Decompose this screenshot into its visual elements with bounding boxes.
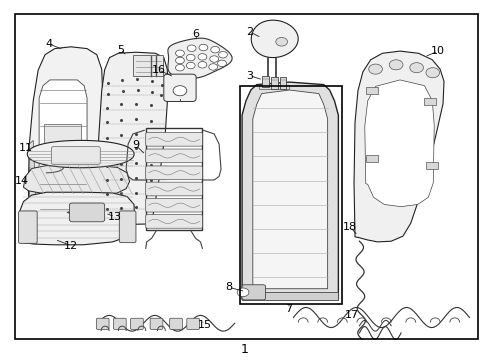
Polygon shape bbox=[39, 80, 87, 221]
Circle shape bbox=[218, 51, 227, 58]
Text: 3: 3 bbox=[245, 71, 252, 81]
Circle shape bbox=[186, 62, 195, 69]
Polygon shape bbox=[252, 90, 327, 289]
FancyBboxPatch shape bbox=[242, 285, 265, 300]
Bar bbox=[239, 86, 342, 304]
Text: 18: 18 bbox=[343, 222, 356, 232]
FancyBboxPatch shape bbox=[113, 318, 126, 329]
Text: 4: 4 bbox=[45, 39, 52, 49]
Circle shape bbox=[217, 60, 226, 67]
Polygon shape bbox=[251, 20, 298, 58]
Polygon shape bbox=[167, 38, 232, 78]
Text: 9: 9 bbox=[132, 140, 139, 150]
Circle shape bbox=[187, 45, 196, 51]
Circle shape bbox=[186, 54, 195, 61]
Bar bbox=[365, 87, 377, 94]
FancyBboxPatch shape bbox=[169, 318, 182, 329]
FancyBboxPatch shape bbox=[51, 147, 100, 165]
Bar bbox=[279, 77, 285, 89]
FancyBboxPatch shape bbox=[186, 318, 199, 329]
Text: 7: 7 bbox=[285, 304, 291, 314]
Bar bbox=[262, 76, 268, 87]
FancyBboxPatch shape bbox=[69, 203, 104, 222]
FancyBboxPatch shape bbox=[145, 215, 202, 228]
Text: 6: 6 bbox=[192, 29, 199, 39]
Text: 5: 5 bbox=[117, 45, 123, 55]
Polygon shape bbox=[242, 82, 338, 300]
Bar bbox=[365, 155, 377, 162]
Circle shape bbox=[175, 57, 184, 64]
Text: 13: 13 bbox=[108, 212, 122, 222]
Circle shape bbox=[198, 54, 206, 60]
FancyBboxPatch shape bbox=[19, 211, 37, 243]
Circle shape bbox=[198, 62, 206, 68]
FancyBboxPatch shape bbox=[163, 74, 196, 102]
Bar bbox=[271, 77, 277, 89]
FancyBboxPatch shape bbox=[145, 132, 202, 146]
Circle shape bbox=[368, 64, 382, 74]
Bar bbox=[145, 128, 202, 230]
Bar bbox=[424, 98, 435, 105]
Text: 11: 11 bbox=[19, 143, 32, 153]
Polygon shape bbox=[23, 166, 129, 195]
FancyBboxPatch shape bbox=[145, 149, 202, 163]
Text: 10: 10 bbox=[430, 46, 444, 56]
Text: 17: 17 bbox=[345, 310, 358, 320]
Circle shape bbox=[210, 46, 219, 53]
Polygon shape bbox=[44, 124, 81, 158]
Text: 1: 1 bbox=[240, 343, 248, 356]
Circle shape bbox=[409, 63, 423, 73]
Text: 12: 12 bbox=[64, 240, 78, 251]
Text: 8: 8 bbox=[225, 282, 232, 292]
Circle shape bbox=[175, 50, 184, 57]
Text: 14: 14 bbox=[15, 176, 28, 186]
Polygon shape bbox=[27, 140, 134, 168]
Circle shape bbox=[425, 68, 439, 78]
Circle shape bbox=[199, 44, 207, 51]
Polygon shape bbox=[28, 47, 102, 228]
Circle shape bbox=[388, 60, 402, 70]
Bar bbox=[242, 292, 338, 300]
Bar bbox=[133, 55, 163, 76]
Polygon shape bbox=[29, 140, 37, 226]
Circle shape bbox=[275, 37, 287, 46]
Text: 15: 15 bbox=[197, 320, 211, 330]
FancyBboxPatch shape bbox=[145, 166, 202, 180]
Polygon shape bbox=[20, 192, 134, 245]
FancyBboxPatch shape bbox=[150, 318, 163, 329]
FancyBboxPatch shape bbox=[145, 182, 202, 196]
Text: 2: 2 bbox=[245, 27, 252, 37]
Circle shape bbox=[173, 86, 186, 96]
Circle shape bbox=[209, 56, 218, 62]
Circle shape bbox=[175, 64, 184, 71]
Bar bbox=[259, 85, 289, 89]
Polygon shape bbox=[97, 52, 168, 225]
Circle shape bbox=[208, 64, 217, 70]
Polygon shape bbox=[364, 80, 433, 207]
Polygon shape bbox=[353, 51, 443, 242]
FancyBboxPatch shape bbox=[145, 198, 202, 212]
Text: 16: 16 bbox=[151, 65, 165, 75]
FancyBboxPatch shape bbox=[96, 318, 109, 329]
Circle shape bbox=[237, 288, 248, 297]
FancyBboxPatch shape bbox=[119, 211, 136, 243]
FancyBboxPatch shape bbox=[130, 318, 143, 329]
Bar bbox=[426, 162, 437, 169]
